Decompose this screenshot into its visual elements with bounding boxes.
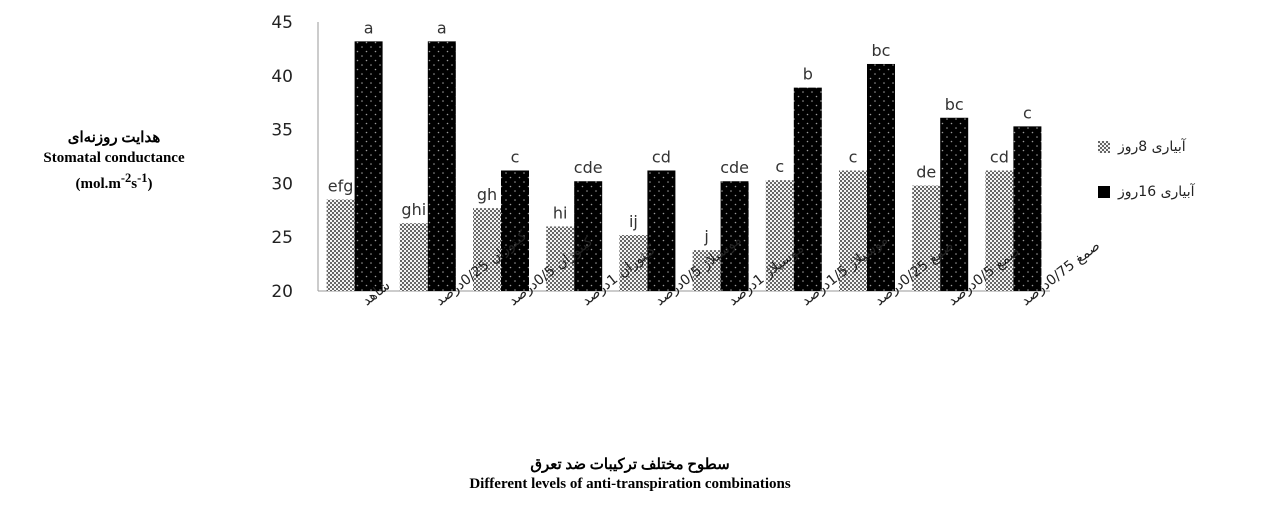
y-tick-label: 45 (271, 13, 293, 33)
bar-8-days (399, 223, 428, 291)
y-axis-title: هدایت روزنه‌ای Stomatal conductance (mol… (0, 128, 228, 194)
bar-16-days (720, 181, 749, 291)
bar-8-days (765, 180, 794, 291)
data-label-8-days: cd (990, 147, 1009, 166)
data-label-16-days: a (364, 18, 374, 37)
y-axis-title-unit: (mol.m-2s-1) (75, 171, 153, 192)
x-axis-title-en: Different levels of anti-transpiration c… (469, 476, 791, 492)
bar-16-days (940, 117, 969, 291)
data-label-16-days: cd (652, 147, 671, 166)
data-label-8-days: de (916, 163, 936, 182)
y-tick-label: 30 (271, 174, 293, 194)
bar-16-days (867, 63, 895, 291)
bar-16-days (427, 41, 456, 292)
x-axis-title-fa: سطوح مختلف ترکیبات ضد تعرق (530, 457, 730, 473)
legend-label-8-days: آبیاری 8روز (1118, 139, 1186, 155)
bar-8-days (546, 226, 575, 291)
data-label-16-days: a (437, 18, 447, 37)
data-label-8-days: ghi (401, 200, 426, 219)
bar-8-days (619, 235, 648, 291)
bar-16-days (1013, 126, 1042, 291)
data-label-16-days: bc (945, 95, 964, 114)
data-label-8-days: gh (477, 185, 497, 204)
data-label-16-days: cde (574, 158, 603, 177)
data-label-16-days: c (1023, 103, 1032, 122)
data-label-16-days: cde (720, 158, 749, 177)
y-tick-label: 20 (271, 282, 293, 302)
bar-8-days (912, 185, 941, 291)
bar-16-days (501, 170, 529, 291)
legend-label-16-days: آبیاری 16روز (1118, 184, 1195, 200)
data-label-16-days: bc (872, 41, 891, 60)
y-axis-title-en: Stomatal conductance (43, 150, 185, 166)
bar-8-days (326, 199, 355, 291)
y-tick-label: 25 (271, 228, 293, 248)
data-label-8-days: j (703, 227, 708, 246)
data-label-8-days: ij (629, 212, 638, 231)
data-label-8-days: hi (553, 203, 568, 222)
legend-item-16-days: آبیاری 16روز (1098, 181, 1268, 203)
bar-16-days (793, 87, 822, 291)
bar-8-days (692, 250, 721, 291)
legend-item-8-days: آبیاری 8روز (1098, 136, 1268, 158)
data-label-8-days: efg (328, 177, 354, 196)
data-label-8-days: c (775, 157, 784, 176)
bar-16-days (647, 170, 676, 291)
y-axis-title-fa: هدایت روزنه‌ای (67, 130, 161, 146)
legend-swatch-16-days (1098, 186, 1110, 198)
y-tick-label: 35 (271, 121, 293, 141)
bar-16-days (574, 181, 603, 291)
data-label-16-days: c (511, 147, 520, 166)
data-label-16-days: b (803, 65, 813, 84)
bar-8-days (839, 170, 867, 291)
bar-8-days (473, 208, 501, 291)
legend: آبیاری 8روز آبیاری 16روز (1098, 136, 1268, 226)
bar-8-days (985, 170, 1014, 291)
legend-swatch-8-days (1098, 141, 1110, 153)
data-label-8-days: c (849, 147, 858, 166)
bar-16-days (354, 41, 383, 292)
y-tick-label: 40 (271, 67, 293, 87)
x-axis-title: سطوح مختلف ترکیبات ضد تعرق Different lev… (460, 456, 800, 494)
